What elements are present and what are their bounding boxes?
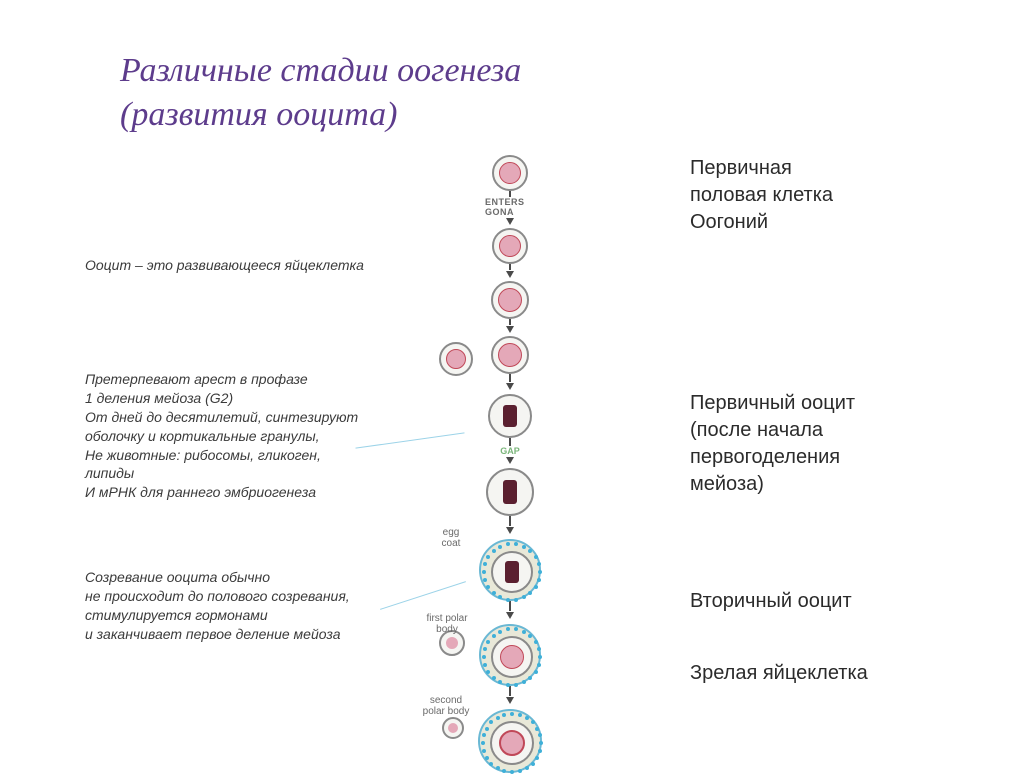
label-mature-egg: Зрелая яйцеклетка xyxy=(690,660,868,687)
label-first-polar-text: first polar body xyxy=(424,613,470,635)
label-gap: GAP xyxy=(500,446,520,456)
second-polar-span: second polar body xyxy=(423,695,470,717)
label-secondary-oocyte: Вторичный ооцит xyxy=(690,588,852,615)
slide-title-line1: Различные стадии оогенеза xyxy=(120,52,521,90)
cell-primary-oocyte-1 xyxy=(488,394,532,438)
arrest-description: Претерпевают арест в профазе 1 деления м… xyxy=(85,370,358,502)
oocyte-definition: Ооцит – это развивающееся яйцеклетка xyxy=(85,256,364,275)
cell-stage4-daughter xyxy=(439,342,473,376)
callout-line-2 xyxy=(380,581,466,610)
cell-stage4 xyxy=(491,336,529,374)
maturation-description: Созревание ооцита обычно не происходит д… xyxy=(85,568,350,644)
cell-secondary-oocyte xyxy=(479,624,541,686)
label-second-polar-text: second polar body xyxy=(418,695,474,717)
cell-oogonium xyxy=(492,228,528,264)
cell-egg-coat xyxy=(479,539,541,601)
slide-title-line2: (развития ооцита) xyxy=(120,96,398,134)
cell-stage3 xyxy=(491,281,529,319)
label-enters-gona: ENTERS GONA xyxy=(485,197,535,217)
callout-line-1 xyxy=(355,432,464,448)
cell-primary-oocyte-2 xyxy=(486,468,534,516)
cell-mature-egg xyxy=(478,709,542,773)
cell-second-polar-body xyxy=(442,717,464,739)
label-primary-oocyte: Первичный ооцит(после начала первогоделе… xyxy=(690,390,855,498)
first-polar-span: first polar body xyxy=(426,613,467,635)
label-egg-coat-text: egg coat xyxy=(436,527,466,549)
cell-primordial xyxy=(492,155,528,191)
label-primordial: Первичнаяполовая клеткаОогоний xyxy=(690,155,833,236)
